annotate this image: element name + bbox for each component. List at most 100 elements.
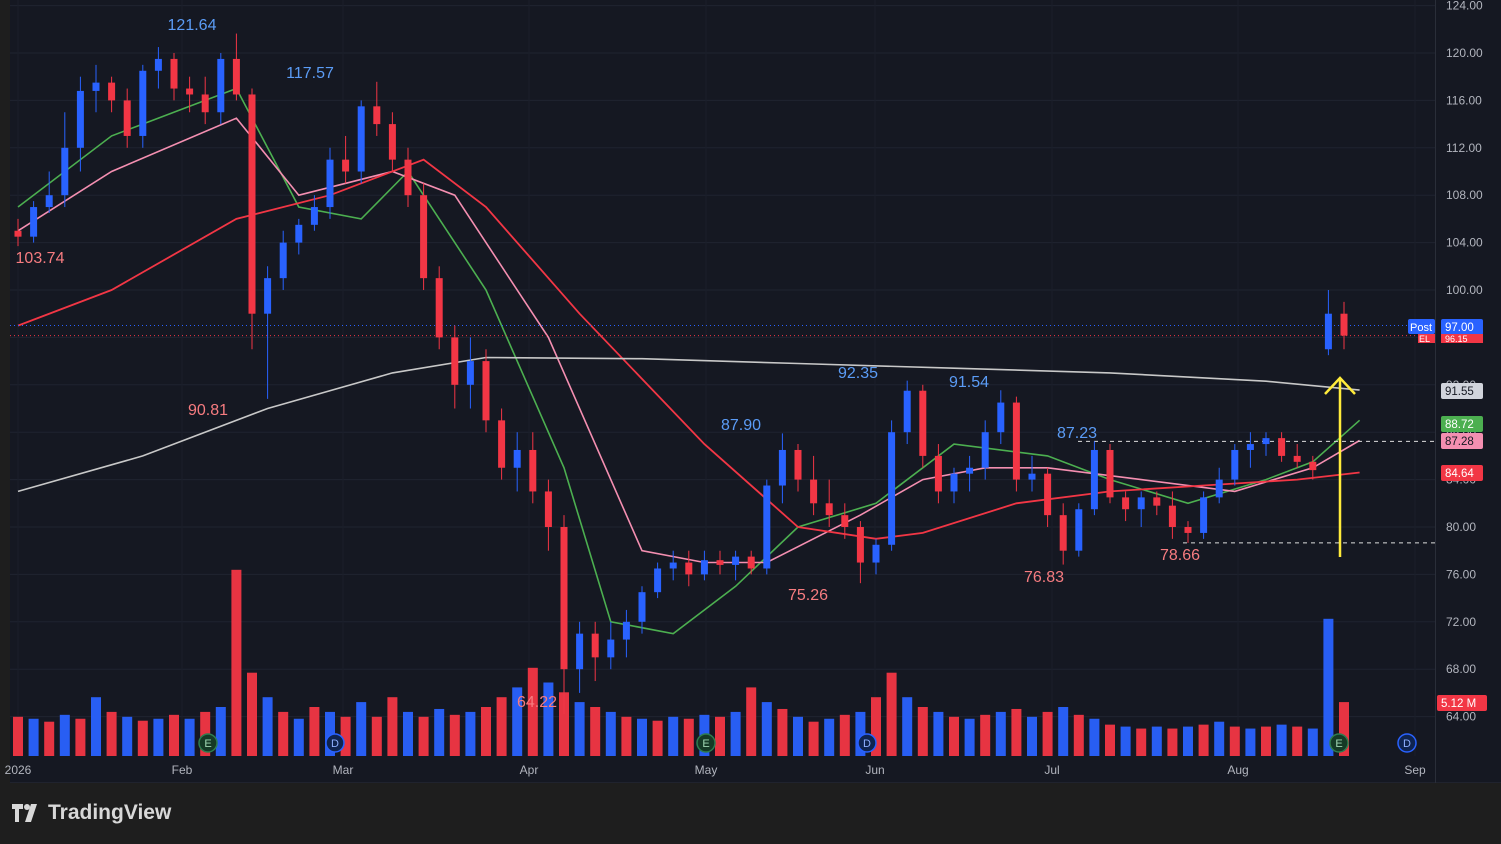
candle-body[interactable]	[825, 503, 833, 516]
candle-body[interactable]	[1059, 515, 1067, 551]
chart-svg[interactable]: 124.00 120.00 116.00 112.00 108.00 104.00 100.…	[0, 0, 1501, 783]
candle-body[interactable]	[248, 94, 256, 314]
candle-body[interactable]	[1044, 473, 1052, 516]
time-axis[interactable]	[10, 756, 1435, 783]
earnings-marker-icon[interactable]	[696, 733, 716, 753]
candle-body[interactable]	[108, 82, 116, 101]
candle-body[interactable]	[1246, 444, 1254, 450]
candle-body[interactable]	[1028, 473, 1036, 480]
candle-body[interactable]	[123, 100, 131, 136]
candle-body[interactable]	[919, 390, 927, 456]
candle-body[interactable]	[357, 106, 365, 172]
candle-body[interactable]	[1075, 509, 1083, 551]
candle-body[interactable]	[888, 432, 896, 545]
candle-body[interactable]	[810, 479, 818, 504]
candle-body[interactable]	[295, 224, 303, 243]
candle-body[interactable]	[186, 88, 194, 95]
candle-body[interactable]	[482, 361, 490, 421]
candle-body[interactable]	[1122, 497, 1130, 510]
candle-body[interactable]	[716, 560, 724, 565]
candle-body[interactable]	[404, 159, 412, 196]
candle-body[interactable]	[591, 633, 599, 658]
earnings-marker-icon[interactable]	[1329, 733, 1349, 753]
candle-body[interactable]	[373, 106, 381, 125]
candle-body[interactable]	[1168, 505, 1176, 527]
candle-body[interactable]	[1106, 449, 1114, 498]
candle-body[interactable]	[1137, 497, 1145, 510]
candle-body[interactable]	[1184, 527, 1192, 533]
candle-body[interactable]	[1153, 497, 1161, 506]
candle-body[interactable]	[30, 207, 38, 237]
candle-body[interactable]	[700, 560, 708, 575]
ma-long-badge	[1441, 383, 1483, 399]
candle-body[interactable]	[76, 90, 84, 148]
candle-body[interactable]	[903, 390, 911, 433]
candle-body[interactable]	[498, 420, 506, 468]
candle-body[interactable]	[45, 195, 53, 208]
candle-body[interactable]	[451, 337, 459, 385]
candle-body[interactable]	[1090, 449, 1098, 510]
candle-body[interactable]	[1340, 313, 1348, 336]
dividend-marker-icon[interactable]	[1397, 733, 1417, 753]
candle-body[interactable]	[1324, 313, 1332, 350]
candle-body[interactable]	[14, 230, 22, 237]
candle-body[interactable]	[856, 527, 864, 563]
candle-body[interactable]	[997, 402, 1005, 433]
candle-body[interactable]	[342, 159, 350, 172]
candle-body[interactable]	[170, 58, 178, 89]
candle-body[interactable]	[950, 473, 958, 492]
candle-body[interactable]	[1262, 438, 1270, 445]
candle-body[interactable]	[61, 147, 69, 196]
candle-body[interactable]	[654, 568, 662, 593]
candle-body[interactable]	[794, 449, 802, 480]
dividend-marker-icon[interactable]	[325, 733, 345, 753]
candle-body[interactable]	[560, 527, 568, 670]
candle-body[interactable]	[264, 278, 272, 314]
candle-body[interactable]	[92, 82, 100, 91]
tradingview-logo[interactable]: TradingView	[12, 801, 171, 825]
candle-body[interactable]	[576, 633, 584, 670]
candle-body[interactable]	[732, 556, 740, 565]
candle-body[interactable]	[154, 58, 162, 71]
candle-body[interactable]	[966, 467, 974, 474]
candle-body[interactable]	[934, 455, 942, 492]
candle-body[interactable]	[544, 491, 552, 527]
candle-body[interactable]	[669, 562, 677, 569]
footer	[0, 783, 1501, 844]
candle-body[interactable]	[279, 242, 287, 279]
volume-bar	[1089, 718, 1100, 756]
candle-body[interactable]	[607, 639, 615, 658]
candle-body[interactable]	[747, 556, 755, 569]
candle-body[interactable]	[529, 449, 537, 492]
candle-body[interactable]	[778, 449, 786, 486]
chart-area[interactable]	[10, 0, 1435, 783]
candle-body[interactable]	[638, 592, 646, 622]
candle-body[interactable]	[435, 278, 443, 338]
candle-body[interactable]	[310, 207, 318, 225]
candle-body[interactable]	[1293, 455, 1301, 462]
candle-body[interactable]	[513, 449, 521, 468]
volume-bar	[605, 711, 616, 756]
candle-body[interactable]	[217, 58, 225, 113]
candle-body[interactable]	[139, 70, 147, 136]
candle-body[interactable]	[1231, 449, 1239, 480]
candle-body[interactable]	[420, 195, 428, 279]
candle-body[interactable]	[201, 94, 209, 113]
candle-body[interactable]	[1200, 497, 1208, 533]
candle-body[interactable]	[1278, 438, 1286, 456]
dividend-marker-icon[interactable]	[857, 733, 877, 753]
candle-body[interactable]	[388, 124, 396, 160]
candle-body[interactable]	[763, 485, 771, 569]
candle-body[interactable]	[1309, 461, 1317, 471]
earnings-marker-icon[interactable]	[198, 733, 218, 753]
candle-body[interactable]	[685, 562, 693, 575]
candle-body[interactable]	[232, 58, 240, 95]
candle-body[interactable]	[981, 432, 989, 468]
candle-body[interactable]	[841, 515, 849, 527]
candle-body[interactable]	[622, 621, 630, 640]
candle-body[interactable]	[872, 544, 880, 563]
candle-body[interactable]	[1215, 479, 1223, 498]
candle-body[interactable]	[466, 361, 474, 385]
candle-body[interactable]	[1012, 402, 1020, 480]
candle-body[interactable]	[326, 159, 334, 208]
